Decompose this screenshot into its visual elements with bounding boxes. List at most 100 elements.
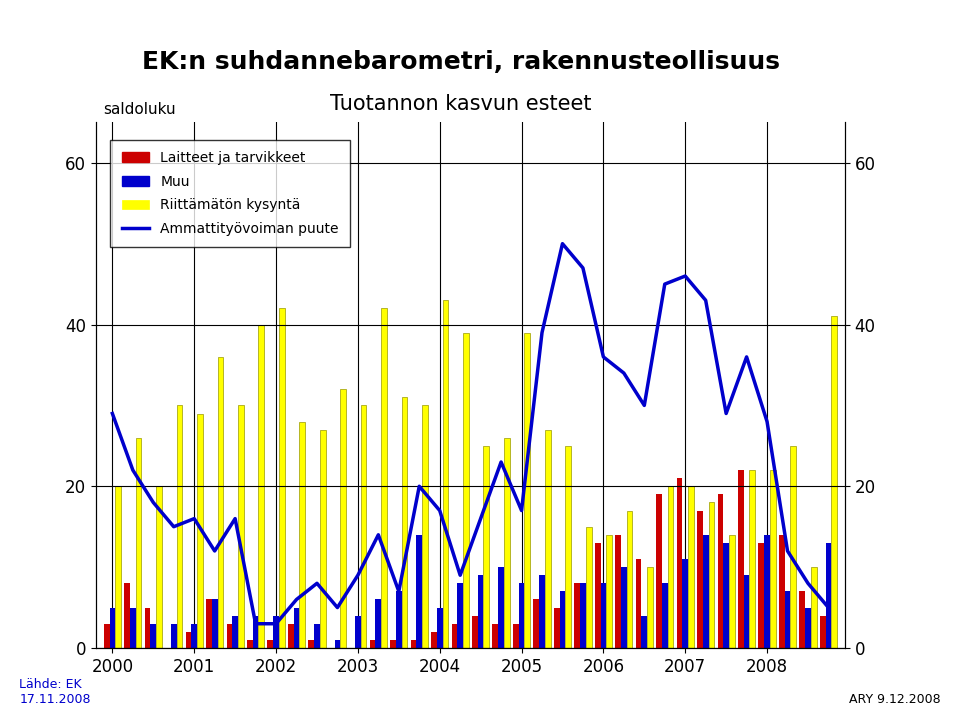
Bar — [274, 616, 279, 648]
Bar — [540, 575, 545, 648]
Bar — [580, 583, 586, 648]
Bar — [340, 390, 346, 648]
Bar — [677, 478, 683, 648]
Bar — [565, 446, 571, 648]
Bar — [320, 430, 325, 648]
Text: Lähde: EK
17.11.2008: Lähde: EK 17.11.2008 — [19, 678, 90, 706]
Bar — [484, 446, 490, 648]
Bar — [826, 543, 831, 648]
Bar — [151, 624, 156, 648]
Bar — [130, 608, 135, 648]
Bar — [437, 608, 443, 648]
Bar — [661, 583, 667, 648]
Bar — [738, 470, 744, 648]
Bar — [784, 591, 790, 648]
Bar — [800, 591, 805, 648]
Bar — [396, 591, 401, 648]
Bar — [560, 591, 565, 648]
Bar — [156, 486, 162, 648]
Text: EK:n suhdannebarometri, rakennusteollisuus: EK:n suhdannebarometri, rakennusteollisu… — [142, 50, 780, 74]
Bar — [145, 608, 151, 648]
Bar — [268, 640, 274, 648]
Bar — [443, 300, 448, 648]
Text: ARY 9.12.2008: ARY 9.12.2008 — [850, 693, 941, 706]
Bar — [697, 510, 703, 648]
Bar — [252, 616, 258, 648]
Text: saldoluku: saldoluku — [104, 102, 176, 117]
Bar — [457, 583, 463, 648]
Bar — [492, 624, 498, 648]
Bar — [667, 486, 673, 648]
Bar — [294, 608, 300, 648]
Bar — [463, 333, 468, 648]
Bar — [615, 535, 621, 648]
Bar — [370, 640, 375, 648]
Bar — [744, 575, 750, 648]
Bar — [171, 624, 177, 648]
Bar — [758, 543, 764, 648]
Bar — [238, 405, 244, 648]
Bar — [770, 470, 776, 648]
Bar — [191, 624, 197, 648]
Bar — [811, 567, 817, 648]
Bar — [279, 308, 284, 648]
Bar — [124, 583, 130, 648]
Bar — [534, 600, 540, 648]
Bar — [361, 405, 367, 648]
Bar — [104, 624, 109, 648]
Bar — [401, 397, 407, 648]
Bar — [334, 640, 340, 648]
Bar — [288, 624, 294, 648]
Bar — [381, 308, 387, 648]
Bar — [115, 486, 121, 648]
Bar — [355, 616, 361, 648]
Bar — [314, 624, 320, 648]
Bar — [820, 616, 826, 648]
Bar — [411, 640, 417, 648]
Bar — [627, 510, 633, 648]
Bar — [308, 640, 314, 648]
Bar — [417, 535, 422, 648]
Bar — [621, 567, 627, 648]
Bar — [554, 608, 560, 648]
Bar — [185, 632, 191, 648]
Bar — [641, 616, 647, 648]
Bar — [431, 632, 437, 648]
Bar — [109, 608, 115, 648]
Bar — [518, 583, 524, 648]
Bar — [688, 486, 694, 648]
Bar — [232, 616, 238, 648]
Bar — [498, 567, 504, 648]
Bar — [212, 600, 218, 648]
Bar — [636, 559, 641, 648]
Bar — [478, 575, 484, 648]
Bar — [513, 624, 518, 648]
Bar — [300, 422, 305, 648]
Bar — [607, 535, 612, 648]
Bar — [574, 583, 580, 648]
Bar — [135, 438, 141, 648]
Bar — [390, 640, 396, 648]
Bar — [197, 413, 203, 648]
Legend: Laitteet ja tarvikkeet, Muu, Riittämätön kysyntä, Ammattityövoiman puute: Laitteet ja tarvikkeet, Muu, Riittämätön… — [110, 140, 350, 247]
Bar — [683, 559, 688, 648]
Bar — [717, 495, 723, 648]
Bar — [218, 357, 224, 648]
Bar — [206, 600, 212, 648]
Bar — [729, 535, 734, 648]
Bar — [375, 600, 381, 648]
Bar — [258, 325, 264, 648]
Bar — [764, 535, 770, 648]
Bar — [657, 495, 661, 648]
Bar — [524, 333, 530, 648]
Bar — [595, 543, 601, 648]
Bar — [750, 470, 756, 648]
Bar — [504, 438, 510, 648]
Bar — [422, 405, 428, 648]
Bar — [601, 583, 607, 648]
Bar — [779, 535, 784, 648]
Bar — [227, 624, 232, 648]
Bar — [703, 535, 708, 648]
Bar — [831, 317, 837, 648]
Bar — [647, 567, 653, 648]
